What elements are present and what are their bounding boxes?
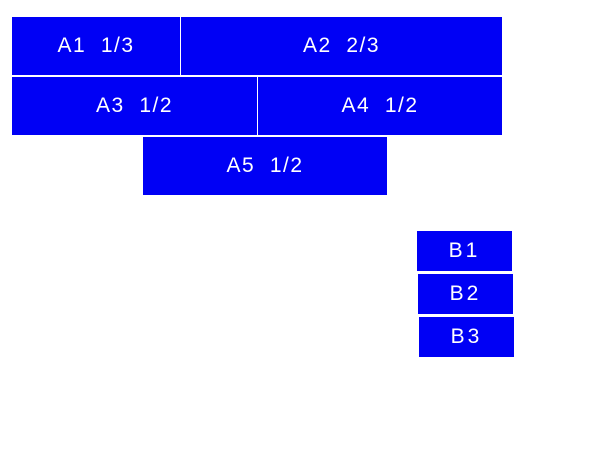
box-b1-label: B1 xyxy=(448,239,481,262)
box-a3-label: A3 1/2 xyxy=(95,94,174,117)
box-a4-label: A4 1/2 xyxy=(341,94,419,117)
box-a5[interactable]: A5 1/2 xyxy=(143,137,387,195)
box-a2[interactable]: A2 2/3 xyxy=(181,17,502,75)
box-a5-label: A5 1/2 xyxy=(226,154,304,177)
box-b3-label: B3 xyxy=(450,325,483,348)
box-b2[interactable]: B2 xyxy=(418,274,513,314)
box-a1-label: A1 1/3 xyxy=(57,34,135,57)
box-a4[interactable]: A4 1/2 xyxy=(258,77,502,135)
box-a1[interactable]: A1 1/3 xyxy=(12,17,180,75)
box-b2-label: B2 xyxy=(449,282,482,305)
box-a2-label: A2 2/3 xyxy=(302,34,381,57)
box-b3[interactable]: B3 xyxy=(419,317,514,357)
box-b1[interactable]: B1 xyxy=(417,231,512,271)
box-a3[interactable]: A3 1/2 xyxy=(12,77,257,135)
